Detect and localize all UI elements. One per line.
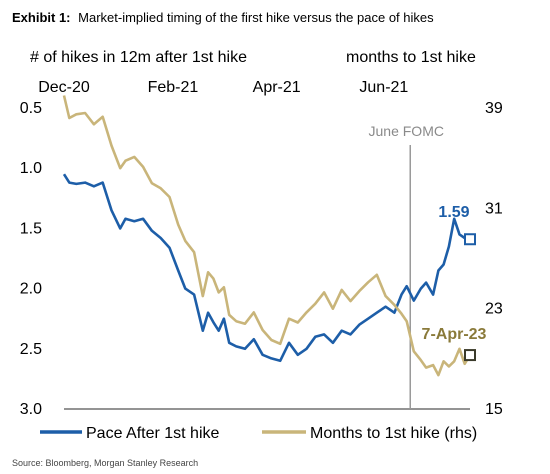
source-note: Source: Bloomberg, Morgan Stanley Resear… xyxy=(12,458,198,468)
legend-label-pace: Pace After 1st hike xyxy=(86,425,220,442)
x-tick-label: Dec-20 xyxy=(38,79,90,96)
right-tick-label: 15 xyxy=(485,401,503,418)
right-tick-label: 39 xyxy=(485,100,503,117)
right-tick-label: 23 xyxy=(485,301,503,318)
left-axis-ticks: 0.5 1.0 1.5 2.0 2.5 3.0 xyxy=(20,100,42,418)
left-tick-label: 0.5 xyxy=(20,100,42,117)
x-axis-ticks: Dec-20 Feb-21 Apr-21 Jun-21 xyxy=(38,79,408,96)
series-end-label: 1.59 xyxy=(438,204,469,221)
exhibit-label: Exhibit 1: xyxy=(12,10,71,25)
left-tick-label: 1.5 xyxy=(20,220,42,237)
exhibit-heading: Exhibit 1: Market-implied timing of the … xyxy=(12,10,434,25)
series-end-marker xyxy=(464,349,476,362)
left-tick-label: 2.5 xyxy=(20,341,42,358)
chart-title: Market-implied timing of the first hike … xyxy=(78,10,434,25)
right-tick-label: 31 xyxy=(485,200,503,217)
x-tick-label: Jun-21 xyxy=(359,79,408,96)
right-axis-ticks: 39 31 23 15 xyxy=(485,100,503,418)
left-tick-label: 1.0 xyxy=(20,160,42,177)
june-fomc-marker: June FOMC xyxy=(369,123,444,409)
left-axis-title: # of hikes in 12m after 1st hike xyxy=(30,49,247,66)
series-layer: 1.59 7-Apr-23 xyxy=(62,95,487,377)
series-line-0 xyxy=(62,173,471,363)
june-fomc-label: June FOMC xyxy=(369,123,444,139)
left-tick-label: 2.0 xyxy=(20,281,42,298)
series-line-1 xyxy=(62,95,472,377)
series-end-marker xyxy=(464,233,476,246)
legend: Pace After 1st hike Months to 1st hike (… xyxy=(40,425,477,442)
series-end-label: 7-Apr-23 xyxy=(422,326,487,343)
x-tick-label: Feb-21 xyxy=(148,79,199,96)
right-axis-title: months to 1st hike xyxy=(346,49,476,66)
x-tick-label: Apr-21 xyxy=(253,79,301,96)
legend-label-months: Months to 1st hike (rhs) xyxy=(310,425,477,442)
left-tick-label: 3.0 xyxy=(20,401,42,418)
